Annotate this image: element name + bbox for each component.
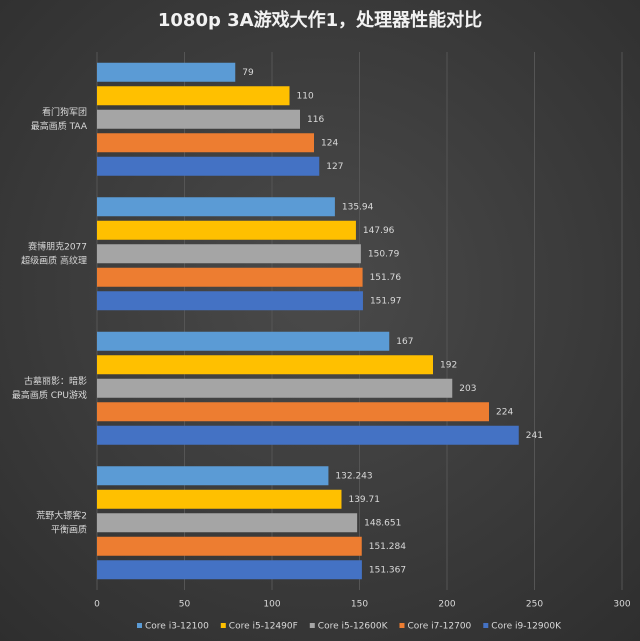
legend-swatch [137,623,142,628]
legend-swatch [309,623,315,628]
bar [97,489,342,509]
bar [97,560,362,580]
x-tick-label: 100 [263,600,280,610]
x-tick-label: 200 [438,600,455,610]
x-tick-label: 300 [613,600,630,610]
x-tick-label: 50 [179,600,191,610]
y-tick-label: 超级画质 高纹理 [21,254,87,266]
y-tick-label: 赛博朋克2077 [28,240,87,252]
value-label: 150.79 [368,249,400,259]
value-label: 151.76 [370,273,402,283]
legend-label: Core i3-12100 [145,622,209,632]
legend-label: Core i5-12490F [229,622,298,632]
legend-swatch [483,623,489,628]
bar [97,466,329,486]
value-label: 224 [496,407,513,417]
value-label: 241 [526,431,543,441]
value-label: 148.651 [364,518,401,528]
x-tick-label: 150 [351,600,368,610]
y-tick-label: 最高画质 CPU游戏 [12,389,87,401]
bar [97,220,356,240]
legend-swatch [399,623,405,628]
value-label: 203 [459,384,476,394]
value-label: 151.284 [369,542,406,552]
bar [97,402,489,422]
legend-swatch [220,623,226,628]
bar [97,86,290,106]
y-tick-label: 古墓丽影：暗影 [24,375,87,387]
legend-label: Core i9-12900K [491,622,562,632]
bar [97,378,453,398]
bar [97,244,361,264]
legend-label: Core i5-12600K [318,622,389,632]
x-tick-label: 250 [526,600,543,610]
bar [97,355,433,375]
y-tick-label: 最高画质 TAA [31,120,88,132]
chart-title: 1080p 3A游戏大作1，处理器性能对比 [158,9,482,31]
value-label: 110 [297,91,314,101]
value-label: 127 [326,162,343,172]
value-label: 151.367 [369,565,406,575]
value-label: 167 [396,337,413,347]
value-label: 116 [307,115,324,125]
bar [97,156,320,176]
bar [97,331,390,351]
value-label: 192 [440,360,457,370]
value-label: 139.71 [348,495,380,505]
bar [97,267,363,287]
bar [97,536,362,556]
bar [97,62,236,82]
value-label: 132.243 [335,471,372,481]
value-label: 147.96 [363,226,395,236]
bar [97,425,519,445]
bar [97,291,363,311]
x-tick-label: 0 [94,600,100,610]
bar [97,197,335,217]
value-label: 79 [242,68,254,78]
y-tick-label: 看门狗军团 [42,106,87,118]
value-label: 151.97 [370,296,402,306]
value-label: 135.94 [342,202,374,212]
value-label: 124 [321,138,338,148]
y-tick-label: 平衡画质 [51,523,87,535]
legend-label: Core i7-12700 [407,622,471,632]
bar [97,109,300,129]
bar [97,513,358,533]
bar [97,133,314,153]
y-tick-label: 荒野大镖客2 [36,509,87,521]
